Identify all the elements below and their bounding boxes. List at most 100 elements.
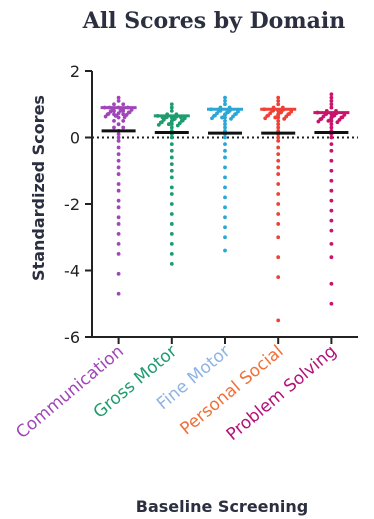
data-point — [169, 105, 174, 110]
data-point — [340, 115, 345, 120]
data-point — [223, 95, 227, 100]
data-point — [329, 198, 334, 203]
data-point — [329, 242, 334, 246]
data-point — [276, 172, 281, 176]
data-point — [276, 192, 281, 196]
data-point — [169, 212, 174, 216]
data-point — [169, 162, 174, 167]
data-point — [175, 123, 180, 128]
data-point — [169, 251, 174, 256]
data-point — [116, 222, 121, 226]
data-point — [276, 158, 281, 163]
data-point — [329, 255, 334, 260]
data-point — [159, 120, 164, 125]
data-point — [276, 318, 281, 323]
data-point — [223, 122, 227, 127]
data-point — [116, 135, 121, 140]
data-point — [223, 148, 227, 153]
data-point — [223, 102, 227, 107]
data-point — [116, 182, 121, 186]
data-point — [169, 261, 174, 266]
data-point — [169, 155, 174, 160]
data-point — [329, 135, 334, 140]
data-point — [276, 222, 281, 226]
data-point — [223, 155, 227, 160]
data-point — [223, 205, 227, 210]
data-point — [276, 165, 281, 170]
data-point — [329, 178, 334, 183]
data-point — [276, 212, 281, 216]
data-point — [112, 102, 116, 107]
data-point — [119, 108, 124, 113]
data-point — [276, 95, 281, 100]
data-point — [169, 109, 174, 113]
data-point — [223, 135, 227, 140]
data-point — [327, 118, 332, 123]
data-point — [329, 158, 334, 163]
data-point — [169, 135, 174, 140]
data-point — [169, 142, 174, 147]
data-point — [116, 198, 121, 203]
data-point — [276, 235, 281, 240]
data-point — [329, 122, 334, 127]
x-axis-label: Baseline Screening — [136, 497, 308, 516]
data-point — [116, 232, 121, 236]
data-point — [276, 138, 281, 143]
data-point — [116, 138, 121, 143]
data-point — [116, 251, 121, 256]
data-point — [114, 113, 119, 118]
chart-title: All Scores by Domain — [82, 8, 346, 34]
data-point — [169, 125, 174, 130]
data-point — [329, 281, 334, 286]
data-point — [316, 119, 321, 124]
data-point — [116, 291, 121, 296]
data-point — [169, 185, 174, 190]
data-point — [329, 148, 334, 153]
data-point — [263, 116, 268, 121]
data-point — [282, 116, 287, 121]
data-point — [223, 248, 227, 253]
data-point — [287, 111, 292, 116]
data-point — [116, 122, 121, 127]
data-point — [229, 116, 233, 121]
data-point — [223, 195, 227, 200]
data-point — [276, 125, 281, 130]
data-point — [221, 115, 225, 120]
data-point — [329, 95, 334, 100]
data-point — [329, 102, 334, 107]
data-point — [223, 118, 227, 123]
data-point — [276, 122, 281, 127]
data-point — [329, 168, 334, 173]
data-point — [116, 172, 121, 176]
data-point — [112, 125, 116, 130]
data-point — [329, 218, 334, 223]
data-point — [169, 148, 174, 153]
data-point — [116, 215, 121, 220]
data-point — [116, 165, 121, 170]
data-point — [169, 192, 174, 196]
data-point — [329, 228, 334, 233]
y-tick-label: -2 — [64, 195, 80, 214]
data-point — [276, 202, 281, 206]
data-point — [266, 113, 271, 118]
data-point — [319, 116, 324, 121]
data-point — [329, 99, 334, 103]
y-tick-label: 0 — [70, 129, 80, 148]
y-tick-label: -4 — [64, 262, 80, 281]
data-point — [223, 142, 227, 147]
data-point — [116, 242, 121, 246]
data-point — [116, 99, 121, 103]
data-point — [332, 113, 337, 118]
data-point — [276, 118, 281, 123]
data-point — [121, 112, 126, 117]
data-point — [276, 275, 281, 280]
data-point — [234, 111, 238, 116]
data-point — [116, 132, 121, 137]
data-point — [274, 115, 279, 120]
data-point — [106, 111, 111, 116]
data-point — [116, 188, 121, 193]
data-point — [210, 116, 214, 121]
y-tick-label: -6 — [64, 328, 80, 347]
y-tick-label: 2 — [70, 62, 80, 81]
